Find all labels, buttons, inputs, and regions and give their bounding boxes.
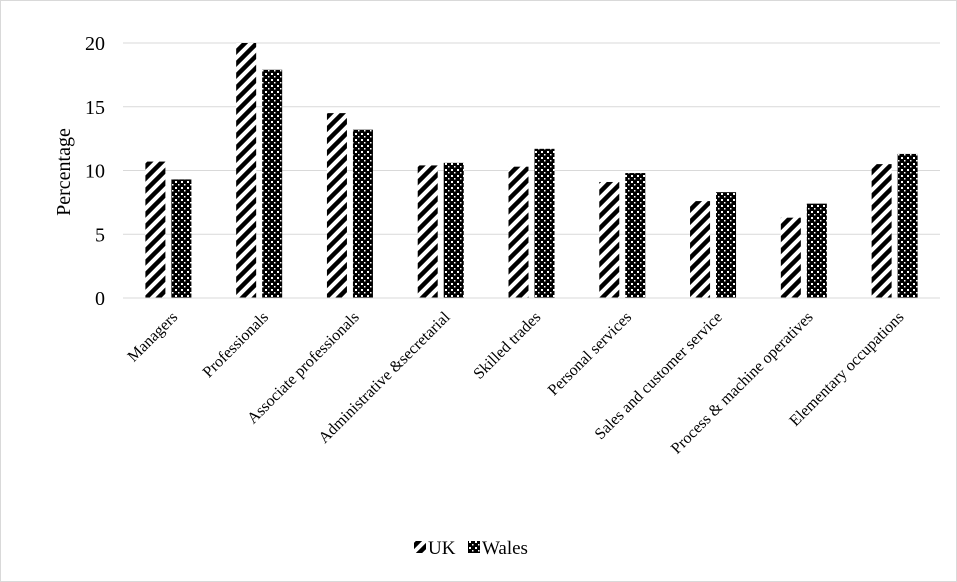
y-tick-label: 5 bbox=[95, 224, 105, 246]
bar-uk bbox=[236, 43, 257, 298]
bar-uk bbox=[508, 166, 529, 298]
x-category-label: Skilled trades bbox=[470, 309, 544, 383]
y-tick-label: 0 bbox=[95, 288, 105, 310]
x-category-label: Managers bbox=[125, 309, 182, 366]
legend: UK Wales bbox=[414, 538, 528, 559]
bar-wales bbox=[625, 173, 646, 298]
bar-uk bbox=[690, 201, 711, 298]
bar-wales bbox=[262, 69, 283, 299]
legend-label-uk: UK bbox=[428, 538, 456, 559]
y-tick-label: 20 bbox=[85, 33, 105, 55]
bar-wales bbox=[534, 148, 555, 298]
bars bbox=[145, 43, 918, 299]
legend-swatch-wales bbox=[468, 541, 480, 553]
bar-uk bbox=[326, 113, 347, 298]
bar-uk bbox=[780, 217, 801, 298]
x-category-label: Personal services bbox=[545, 309, 635, 399]
bar-wales bbox=[806, 203, 827, 298]
legend-label-wales: Wales bbox=[482, 538, 528, 559]
bar-uk bbox=[145, 161, 166, 298]
bar-wales bbox=[897, 153, 918, 298]
bar-wales bbox=[171, 179, 192, 298]
y-axis-ticks: 0 5 10 15 20 bbox=[85, 33, 105, 310]
x-category-label: Professionals bbox=[200, 309, 272, 381]
bar-uk bbox=[417, 165, 438, 298]
y-axis-title: Percentage bbox=[53, 128, 75, 216]
gridlines bbox=[123, 42, 940, 235]
bar-uk bbox=[599, 181, 620, 298]
bar-uk bbox=[871, 164, 892, 298]
legend-swatch-uk bbox=[414, 541, 426, 553]
y-tick-label: 10 bbox=[85, 161, 105, 183]
bar-wales bbox=[716, 192, 737, 298]
y-tick-label: 15 bbox=[85, 97, 105, 119]
bar-wales bbox=[352, 129, 373, 298]
bar-wales bbox=[443, 162, 464, 298]
